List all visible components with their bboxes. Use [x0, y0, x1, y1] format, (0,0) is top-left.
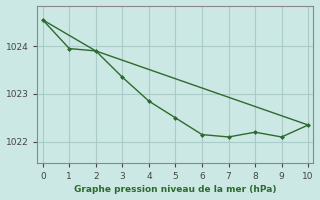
- X-axis label: Graphe pression niveau de la mer (hPa): Graphe pression niveau de la mer (hPa): [74, 185, 277, 194]
